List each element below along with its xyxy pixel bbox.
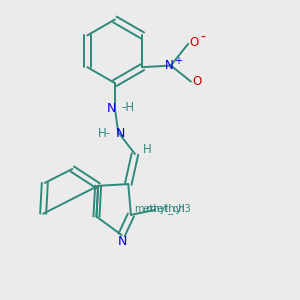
Text: O: O bbox=[192, 75, 202, 88]
Text: methyl: methyl bbox=[146, 204, 184, 214]
Text: H: H bbox=[143, 143, 152, 157]
Text: +: + bbox=[174, 56, 182, 67]
Text: O: O bbox=[190, 36, 199, 49]
Text: methyl_ch3: methyl_ch3 bbox=[134, 203, 191, 214]
Text: N: N bbox=[118, 235, 127, 248]
Text: N: N bbox=[165, 59, 173, 72]
Text: -: - bbox=[201, 31, 206, 45]
Text: methyl: methyl bbox=[157, 205, 162, 206]
Text: H-: H- bbox=[98, 127, 111, 140]
Text: N: N bbox=[116, 127, 126, 140]
Text: -H: -H bbox=[122, 101, 135, 114]
Text: N: N bbox=[107, 102, 116, 115]
